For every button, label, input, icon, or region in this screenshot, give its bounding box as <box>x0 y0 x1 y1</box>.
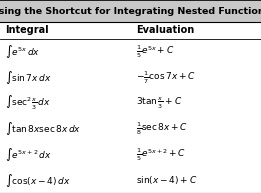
Text: $\frac{1}{5}e^{5x+2}+C$: $\frac{1}{5}e^{5x+2}+C$ <box>136 146 186 163</box>
Text: $-\frac{1}{7}\cos 7x+C$: $-\frac{1}{7}\cos 7x+C$ <box>136 69 195 85</box>
Text: $\frac{1}{8}\sec 8x+C$: $\frac{1}{8}\sec 8x+C$ <box>136 120 188 137</box>
Text: Evaluation: Evaluation <box>136 25 194 35</box>
Text: $3\tan\frac{x}{3}+C$: $3\tan\frac{x}{3}+C$ <box>136 95 182 111</box>
Text: $\int \cos(x-4)\,dx$: $\int \cos(x-4)\,dx$ <box>5 172 71 189</box>
Text: $\sin(x-4)+C$: $\sin(x-4)+C$ <box>136 174 197 186</box>
Text: $\int e^{5x+2}\,dx$: $\int e^{5x+2}\,dx$ <box>5 146 52 163</box>
Text: $\frac{1}{5}e^{5x}+C$: $\frac{1}{5}e^{5x}+C$ <box>136 43 174 60</box>
Text: $\int \sin 7x\,dx$: $\int \sin 7x\,dx$ <box>5 69 52 86</box>
Text: $\int \sec^2\!\frac{x}{3}\,dx$: $\int \sec^2\!\frac{x}{3}\,dx$ <box>5 94 51 112</box>
Text: Integral: Integral <box>5 25 49 35</box>
Text: $\int e^{5x}\,dx$: $\int e^{5x}\,dx$ <box>5 43 40 60</box>
Bar <box>0 0 261 22</box>
Text: $\int \tan 8x\sec 8x\,dx$: $\int \tan 8x\sec 8x\,dx$ <box>5 120 81 137</box>
Text: Using the Shortcut for Integrating Nested Functions: Using the Shortcut for Integrating Neste… <box>0 7 261 16</box>
